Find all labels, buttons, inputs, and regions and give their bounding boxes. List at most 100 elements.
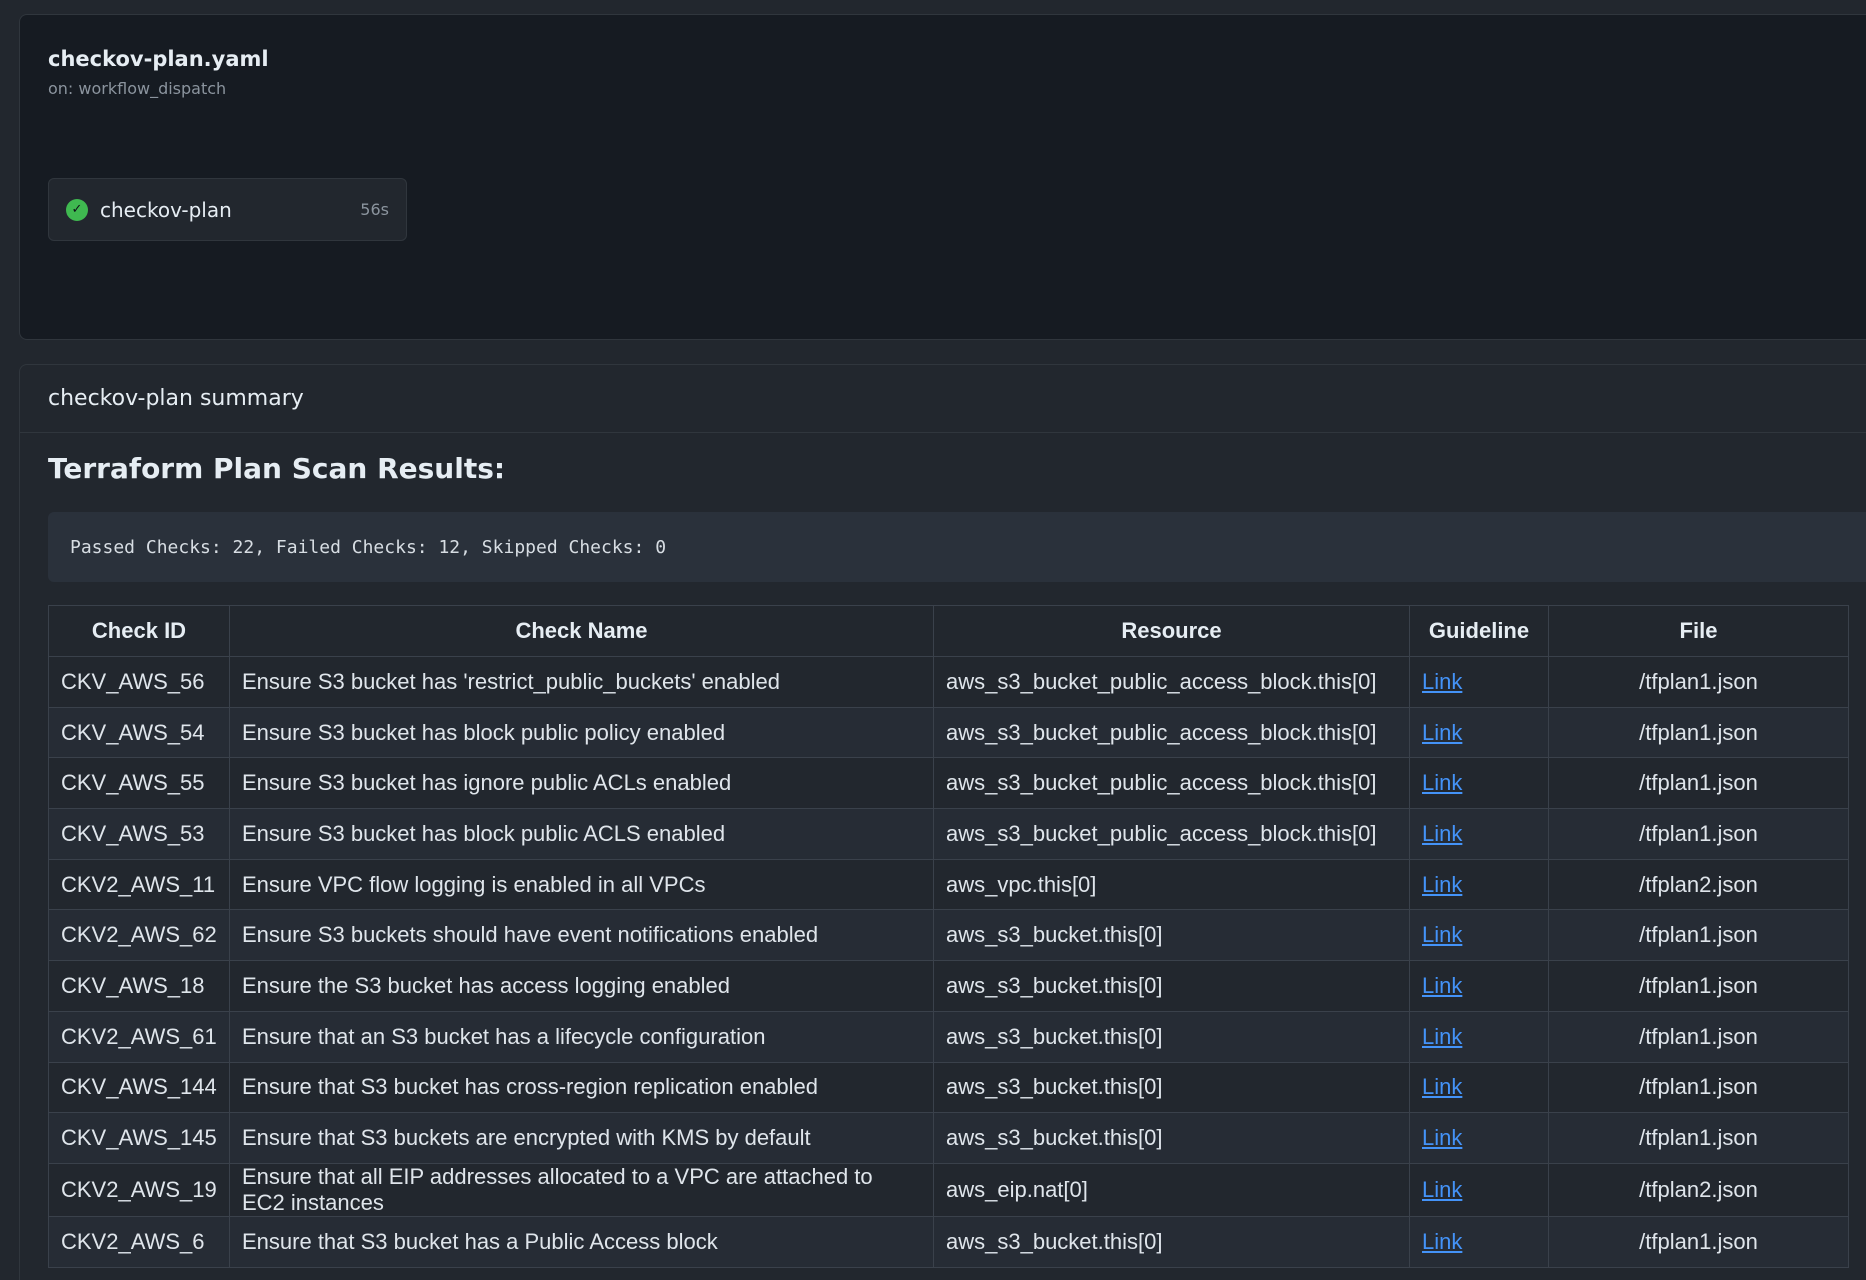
file-cell: /tfplan2.json <box>1548 1162 1849 1217</box>
guideline-link[interactable]: Link <box>1422 871 1463 897</box>
file-cell: /tfplan2.json <box>1548 858 1849 911</box>
resource-cell: aws_s3_bucket.this[0] <box>933 960 1410 1012</box>
check-id-cell: CKV_AWS_18 <box>48 960 230 1012</box>
guideline-cell: Link <box>1409 960 1549 1012</box>
resource-cell: aws_s3_bucket.this[0] <box>933 1061 1410 1114</box>
check-id-cell: CKV_AWS_145 <box>48 1112 230 1164</box>
check-name-cell: Ensure S3 bucket has 'restrict_public_bu… <box>229 656 934 708</box>
resource-cell: aws_vpc.this[0] <box>933 858 1410 911</box>
workflow-title: checkov-plan.yaml <box>48 47 269 71</box>
guideline-cell: Link <box>1409 1112 1549 1164</box>
results-heading: Terraform Plan Scan Results: <box>48 452 506 485</box>
resource-cell: aws_s3_bucket_public_access_block.this[0… <box>933 808 1410 860</box>
check-name-cell: Ensure that S3 buckets are encrypted wit… <box>229 1112 934 1164</box>
resource-cell: aws_s3_bucket.this[0] <box>933 1215 1410 1268</box>
check-name-cell: Ensure the S3 bucket has access logging … <box>229 960 934 1012</box>
col-file: File <box>1548 605 1849 657</box>
file-cell: /tfplan1.json <box>1548 1061 1849 1114</box>
resource-cell: aws_s3_bucket.this[0] <box>933 909 1410 962</box>
guideline-cell: Link <box>1409 808 1549 860</box>
check-name-cell: Ensure that S3 bucket has cross-region r… <box>229 1061 934 1114</box>
check-id-cell: CKV_AWS_56 <box>48 656 230 708</box>
workflow-card: checkov-plan.yaml on: workflow_dispatch … <box>19 14 1866 340</box>
check-id-cell: CKV_AWS_144 <box>48 1061 230 1114</box>
check-id-cell: CKV_AWS_55 <box>48 757 230 810</box>
guideline-cell: Link <box>1409 1162 1549 1217</box>
guideline-link[interactable]: Link <box>1422 820 1463 846</box>
workflow-trigger: on: workflow_dispatch <box>48 79 227 98</box>
resource-cell: aws_s3_bucket_public_access_block.this[0… <box>933 656 1410 708</box>
check-name-cell: Ensure VPC flow logging is enabled in al… <box>229 858 934 911</box>
table-row: CKV_AWS_18 Ensure the S3 bucket has acces… <box>48 960 1849 1012</box>
file-cell: /tfplan1.json <box>1548 808 1849 860</box>
check-counts: Passed Checks: 22, Failed Checks: 12, Sk… <box>48 512 1866 582</box>
guideline-link[interactable]: Link <box>1422 770 1463 796</box>
table-row: CKV2_AWS_11 Ensure VPC flow logging is en… <box>48 858 1849 911</box>
table-row: CKV2_AWS_61 Ensure that an S3 bucket has … <box>48 1010 1849 1063</box>
col-guideline: Guideline <box>1409 605 1549 657</box>
check-id-cell: CKV2_AWS_61 <box>48 1010 230 1063</box>
col-check-id: Check ID <box>48 605 230 657</box>
guideline-link[interactable]: Link <box>1422 922 1463 948</box>
guideline-link[interactable]: Link <box>1422 668 1463 694</box>
guideline-cell: Link <box>1409 757 1549 810</box>
check-name-cell: Ensure that an S3 bucket has a lifecycle… <box>229 1010 934 1063</box>
resource-cell: aws_s3_bucket_public_access_block.this[0… <box>933 757 1410 810</box>
results-table: Check ID Check Name Resource Guideline F… <box>48 605 1849 1268</box>
guideline-cell: Link <box>1409 1215 1549 1268</box>
guideline-link[interactable]: Link <box>1422 1074 1463 1100</box>
check-name-cell: Ensure that S3 bucket has a Public Acces… <box>229 1215 934 1268</box>
file-cell: /tfplan1.json <box>1548 757 1849 810</box>
guideline-link[interactable]: Link <box>1422 719 1463 745</box>
table-row: CKV2_AWS_62 Ensure S3 buckets should have… <box>48 909 1849 962</box>
table-row: CKV_AWS_53 Ensure S3 bucket has block pub… <box>48 808 1849 860</box>
file-cell: /tfplan1.json <box>1548 1112 1849 1164</box>
col-resource: Resource <box>933 605 1410 657</box>
check-name-cell: Ensure S3 bucket has block public ACLS e… <box>229 808 934 860</box>
check-id-cell: CKV2_AWS_11 <box>48 858 230 911</box>
guideline-link[interactable]: Link <box>1422 1176 1463 1202</box>
check-id-cell: CKV2_AWS_6 <box>48 1215 230 1268</box>
table-row: CKV_AWS_56 Ensure S3 bucket has 'restrict… <box>48 656 1849 708</box>
table-row: CKV2_AWS_6 Ensure that S3 bucket has a Pu… <box>48 1215 1849 1268</box>
check-id-cell: CKV_AWS_53 <box>48 808 230 860</box>
file-cell: /tfplan1.json <box>1548 706 1849 759</box>
resource-cell: aws_s3_bucket_public_access_block.this[0… <box>933 706 1410 759</box>
file-cell: /tfplan1.json <box>1548 1215 1849 1268</box>
summary-header: checkov-plan summary <box>20 365 1866 433</box>
table-header-row: Check ID Check Name Resource Guideline F… <box>48 605 1849 657</box>
file-cell: /tfplan1.json <box>1548 1010 1849 1063</box>
guideline-cell: Link <box>1409 1061 1549 1114</box>
file-cell: /tfplan1.json <box>1548 960 1849 1012</box>
table-row: CKV_AWS_144 Ensure that S3 bucket has cro… <box>48 1061 1849 1114</box>
guideline-link[interactable]: Link <box>1422 1228 1463 1254</box>
guideline-cell: Link <box>1409 706 1549 759</box>
guideline-cell: Link <box>1409 858 1549 911</box>
col-check-name: Check Name <box>229 605 934 657</box>
check-id-cell: CKV2_AWS_19 <box>48 1162 230 1217</box>
check-name-cell: Ensure S3 bucket has block public policy… <box>229 706 934 759</box>
resource-cell: aws_s3_bucket.this[0] <box>933 1112 1410 1164</box>
check-circle-icon: ✓ <box>66 198 88 221</box>
file-cell: /tfplan1.json <box>1548 909 1849 962</box>
guideline-cell: Link <box>1409 656 1549 708</box>
job-name: checkov-plan <box>100 197 232 222</box>
summary-card: checkov-plan summary Terraform Plan Scan… <box>19 364 1866 1280</box>
guideline-cell: Link <box>1409 909 1549 962</box>
guideline-link[interactable]: Link <box>1422 1125 1463 1151</box>
check-name-cell: Ensure S3 bucket has ignore public ACLs … <box>229 757 934 810</box>
file-cell: /tfplan1.json <box>1548 656 1849 708</box>
guideline-link[interactable]: Link <box>1422 1023 1463 1049</box>
resource-cell: aws_s3_bucket.this[0] <box>933 1010 1410 1063</box>
guideline-cell: Link <box>1409 1010 1549 1063</box>
guideline-link[interactable]: Link <box>1422 972 1463 998</box>
check-id-cell: CKV2_AWS_62 <box>48 909 230 962</box>
check-id-cell: CKV_AWS_54 <box>48 706 230 759</box>
job-duration: 56s <box>360 200 389 219</box>
check-name-cell: Ensure S3 buckets should have event noti… <box>229 909 934 962</box>
table-row: CKV_AWS_145 Ensure that S3 buckets are en… <box>48 1112 1849 1164</box>
job-checkov-plan[interactable]: ✓ checkov-plan 56s <box>48 178 407 241</box>
check-name-cell: Ensure that all EIP addresses allocated … <box>229 1162 934 1217</box>
table-row: CKV_AWS_54 Ensure S3 bucket has block pub… <box>48 706 1849 759</box>
table-row: CKV2_AWS_19 Ensure that all EIP addresses… <box>48 1162 1849 1217</box>
